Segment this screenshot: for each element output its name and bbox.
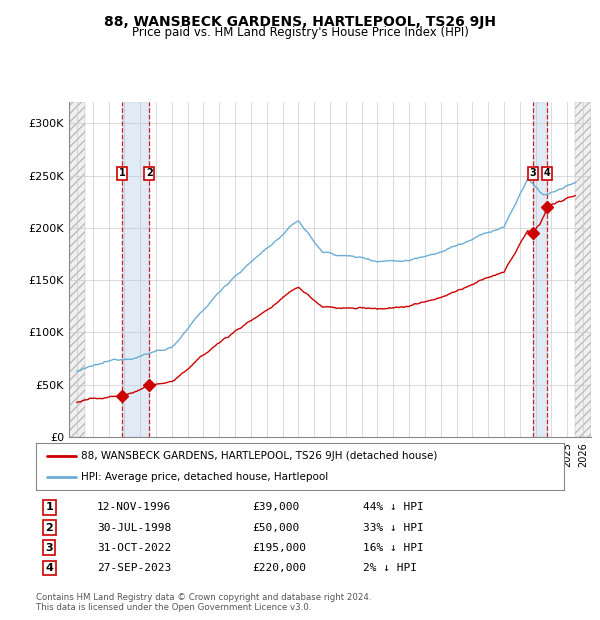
Text: 33% ↓ HPI: 33% ↓ HPI — [364, 523, 424, 533]
Text: 4: 4 — [544, 169, 551, 179]
Text: 3: 3 — [46, 543, 53, 553]
Text: £220,000: £220,000 — [253, 563, 307, 573]
Text: Contains HM Land Registry data © Crown copyright and database right 2024.: Contains HM Land Registry data © Crown c… — [36, 593, 371, 602]
Text: £195,000: £195,000 — [253, 543, 307, 553]
Text: 1: 1 — [119, 169, 125, 179]
Text: 3: 3 — [530, 169, 536, 179]
Text: 2: 2 — [146, 169, 153, 179]
Text: 88, WANSBECK GARDENS, HARTLEPOOL, TS26 9JH: 88, WANSBECK GARDENS, HARTLEPOOL, TS26 9… — [104, 15, 496, 29]
Text: 2% ↓ HPI: 2% ↓ HPI — [364, 563, 418, 573]
Text: £50,000: £50,000 — [253, 523, 300, 533]
Text: Price paid vs. HM Land Registry's House Price Index (HPI): Price paid vs. HM Land Registry's House … — [131, 26, 469, 38]
Text: 31-OCT-2022: 31-OCT-2022 — [97, 543, 171, 553]
Text: 12-NOV-1996: 12-NOV-1996 — [97, 502, 171, 513]
Bar — [575, 102, 591, 437]
Bar — [122, 102, 149, 437]
Bar — [69, 102, 85, 437]
Text: 4: 4 — [45, 563, 53, 573]
Text: 44% ↓ HPI: 44% ↓ HPI — [364, 502, 424, 513]
Text: 27-SEP-2023: 27-SEP-2023 — [97, 563, 171, 573]
Text: 1: 1 — [46, 502, 53, 513]
Bar — [533, 102, 547, 437]
Text: This data is licensed under the Open Government Licence v3.0.: This data is licensed under the Open Gov… — [36, 603, 311, 612]
Text: 2: 2 — [46, 523, 53, 533]
Text: 88, WANSBECK GARDENS, HARTLEPOOL, TS26 9JH (detached house): 88, WANSBECK GARDENS, HARTLEPOOL, TS26 9… — [81, 451, 437, 461]
Text: £39,000: £39,000 — [253, 502, 300, 513]
Text: HPI: Average price, detached house, Hartlepool: HPI: Average price, detached house, Hart… — [81, 472, 328, 482]
Text: 16% ↓ HPI: 16% ↓ HPI — [364, 543, 424, 553]
Text: 30-JUL-1998: 30-JUL-1998 — [97, 523, 171, 533]
